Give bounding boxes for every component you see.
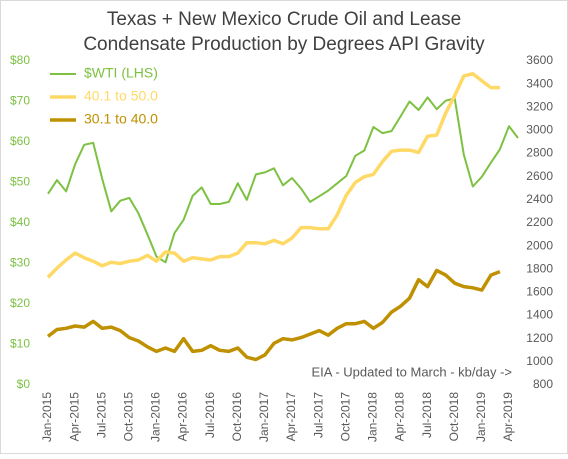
series-line bbox=[46, 268, 501, 362]
chart-title: Texas + New Mexico Crude Oil and Lease bbox=[107, 9, 461, 30]
y2-tick-label: 3000 bbox=[526, 123, 553, 137]
annotation: EIA - Updated to March - kb/day -> bbox=[311, 364, 512, 379]
x-tick-label: Jul-2017 bbox=[311, 392, 325, 438]
x-tick-label: Oct-2016 bbox=[230, 392, 244, 442]
x-tick-label: Jan-2016 bbox=[149, 392, 163, 442]
x-tick-label: Oct-2018 bbox=[447, 392, 461, 442]
x-tick-label: Apr-2017 bbox=[284, 392, 298, 442]
y-tick-label: $50 bbox=[10, 175, 30, 189]
x-tick-label: Jan-2017 bbox=[257, 392, 271, 442]
legend-label: 30.1 to 40.0 bbox=[84, 111, 158, 127]
y2-tick-label: 800 bbox=[533, 377, 553, 391]
x-tick-label: Jul-2015 bbox=[94, 392, 108, 438]
y2-tick-label: 3200 bbox=[526, 99, 553, 113]
y2-tick-label: 2400 bbox=[526, 192, 553, 206]
y2-tick-label: 2600 bbox=[526, 169, 553, 183]
x-tick-label: Oct-2015 bbox=[122, 392, 136, 442]
series-line bbox=[47, 96, 519, 264]
x-tick-label: Apr-2016 bbox=[176, 392, 190, 442]
legend-label: $WTI (LHS) bbox=[84, 65, 158, 81]
x-tick-label: Jan-2018 bbox=[366, 392, 380, 442]
y-tick-label: $20 bbox=[10, 296, 30, 310]
y-tick-label: $60 bbox=[10, 134, 30, 148]
x-tick-label: Jan-2015 bbox=[40, 392, 54, 442]
y-tick-label: $30 bbox=[10, 256, 30, 270]
y2-tick-label: 2800 bbox=[526, 146, 553, 160]
y2-tick-label: 1800 bbox=[526, 261, 553, 275]
y-tick-label: $10 bbox=[10, 337, 30, 351]
y-tick-label: $40 bbox=[10, 215, 30, 229]
y2-tick-label: 1200 bbox=[526, 331, 553, 345]
x-tick-label: Apr-2019 bbox=[501, 392, 515, 442]
y-tick-label: $80 bbox=[10, 53, 30, 67]
series-line bbox=[46, 71, 500, 279]
x-tick-label: Jul-2018 bbox=[420, 392, 434, 438]
y2-tick-label: 1600 bbox=[526, 285, 553, 299]
x-tick-label: Jul-2016 bbox=[203, 392, 217, 438]
legend-label: 40.1 to 50.0 bbox=[84, 88, 158, 104]
y2-tick-label: 1400 bbox=[526, 308, 553, 322]
y2-tick-label: 2000 bbox=[526, 238, 553, 252]
y2-tick-label: 2200 bbox=[526, 215, 553, 229]
y2-tick-label: 3600 bbox=[526, 53, 553, 67]
y-tick-label: $0 bbox=[17, 377, 31, 391]
chart-title: Condensate Production by Degrees API Gra… bbox=[83, 34, 485, 55]
y2-tick-label: 1000 bbox=[526, 354, 553, 368]
x-tick-label: Apr-2015 bbox=[67, 392, 81, 442]
x-tick-label: Apr-2018 bbox=[393, 392, 407, 442]
y2-tick-label: 3400 bbox=[526, 76, 553, 90]
x-tick-label: Jan-2019 bbox=[474, 392, 488, 442]
x-tick-label: Oct-2017 bbox=[338, 392, 352, 442]
y-tick-label: $70 bbox=[10, 94, 30, 108]
